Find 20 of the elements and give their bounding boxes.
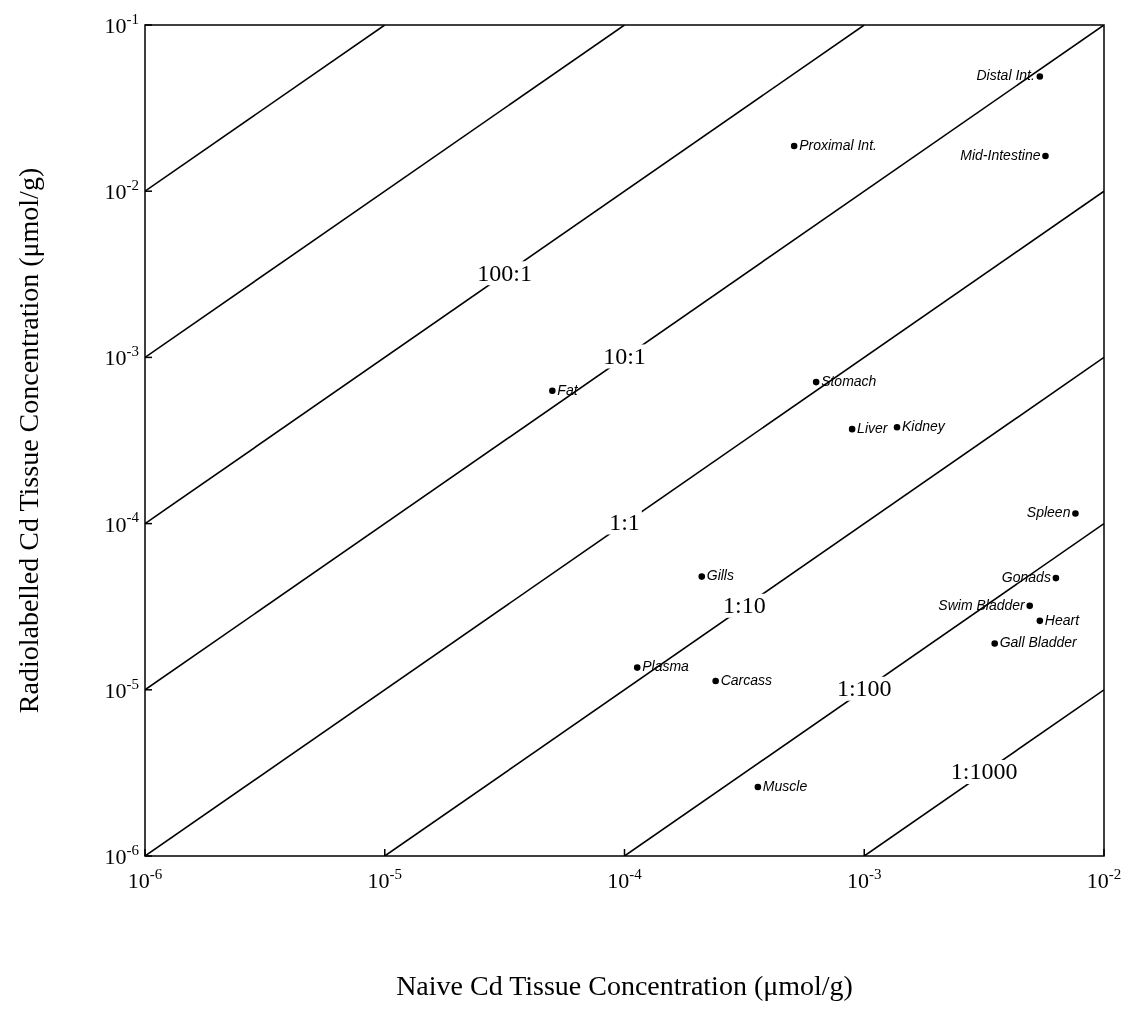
series-label: 10:1 bbox=[603, 342, 646, 369]
text: Heart bbox=[1044, 611, 1081, 628]
text: Gills bbox=[706, 567, 734, 584]
x-axis-title: Naive Cd Tissue Concentration (μmol/g) bbox=[396, 970, 853, 1001]
text: Spleen bbox=[1026, 504, 1071, 521]
series-label: 1:1 bbox=[609, 508, 640, 535]
text: Kidney bbox=[902, 418, 946, 435]
text: Muscle bbox=[762, 777, 808, 794]
series-label: 100:1 bbox=[477, 259, 532, 286]
text: Fat bbox=[557, 381, 579, 398]
series-label: 1:10 bbox=[723, 592, 766, 618]
text: Gall Bladder bbox=[999, 634, 1079, 651]
text: Liver bbox=[857, 420, 889, 437]
text: Carcass bbox=[720, 671, 773, 688]
series-label: 1:100 bbox=[836, 675, 892, 702]
text: Mid-Intestine bbox=[960, 146, 1041, 163]
text: Distal Int. bbox=[976, 67, 1035, 84]
text: Proximal Int. bbox=[799, 136, 877, 153]
y-axis-title: Radiolabelled Cd Tissue Concentration (μmol/g) bbox=[13, 167, 44, 714]
series-label: 1:1000 bbox=[950, 758, 1018, 785]
